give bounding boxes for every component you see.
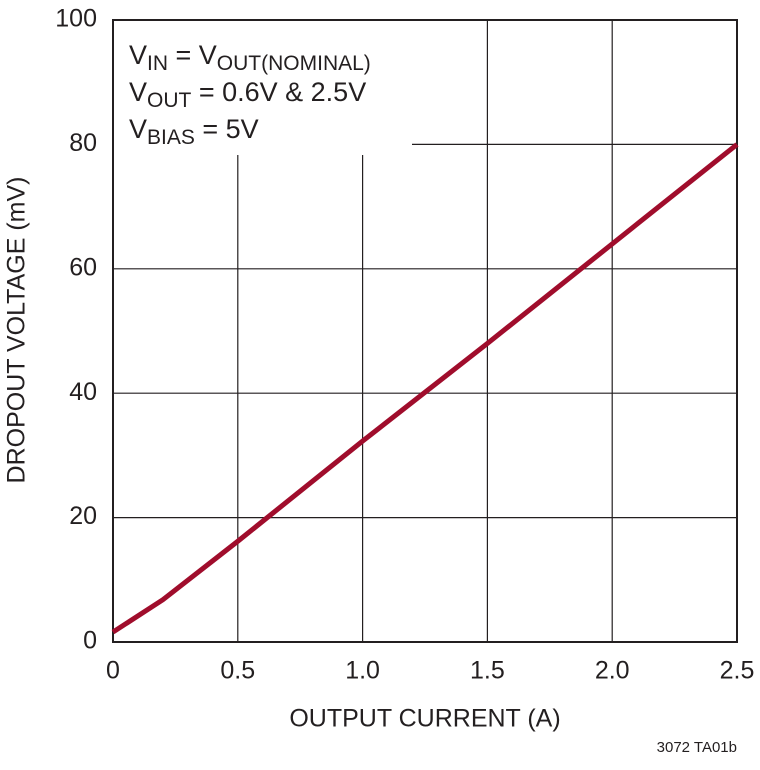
- annotation-text: V: [129, 77, 147, 107]
- annotation: VBIAS = 5V: [129, 114, 259, 149]
- annotation-text: = 5V: [195, 114, 259, 144]
- y-tick-label: 20: [69, 502, 97, 530]
- x-tick-label: 0.5: [220, 657, 255, 685]
- annotation: VOUT = 0.6V & 2.5V: [129, 77, 366, 112]
- y-tick-label: 40: [69, 378, 97, 406]
- x-axis-label: OUTPUT CURRENT (A): [289, 705, 560, 733]
- x-tick-label: 0: [106, 657, 120, 685]
- y-tick-label: 60: [69, 253, 97, 281]
- y-tick-label: 0: [83, 627, 97, 655]
- annotation-box: [114, 21, 412, 155]
- annotation-subscript: OUT: [147, 89, 192, 112]
- y-tick-label: 80: [69, 129, 97, 157]
- annotation-text: V: [129, 40, 147, 70]
- annotation-subscript: BIAS: [147, 126, 195, 149]
- annotation-text: V: [129, 114, 147, 144]
- annotation-text: = 0.6V & 2.5V: [191, 77, 366, 107]
- y-tick-label: 100: [55, 5, 97, 33]
- y-axis-label: DROPOUT VOLTAGE (mV): [3, 177, 31, 484]
- annotation: VIN = VOUT(NOMINAL): [129, 40, 371, 75]
- plot-frame: [112, 19, 738, 643]
- data-line: [111, 142, 739, 635]
- annotation-subscript: IN: [147, 52, 168, 75]
- annotation-subscript: OUT(NOMINAL): [217, 52, 371, 75]
- footnote: 3072 TA01b: [657, 739, 737, 756]
- x-tick-label: 2.0: [595, 657, 630, 685]
- x-tick-label: 1.5: [470, 657, 505, 685]
- x-tick-label: 1.0: [345, 657, 380, 685]
- annotation-text: = V: [168, 40, 217, 70]
- x-tick-label: 2.5: [720, 657, 755, 685]
